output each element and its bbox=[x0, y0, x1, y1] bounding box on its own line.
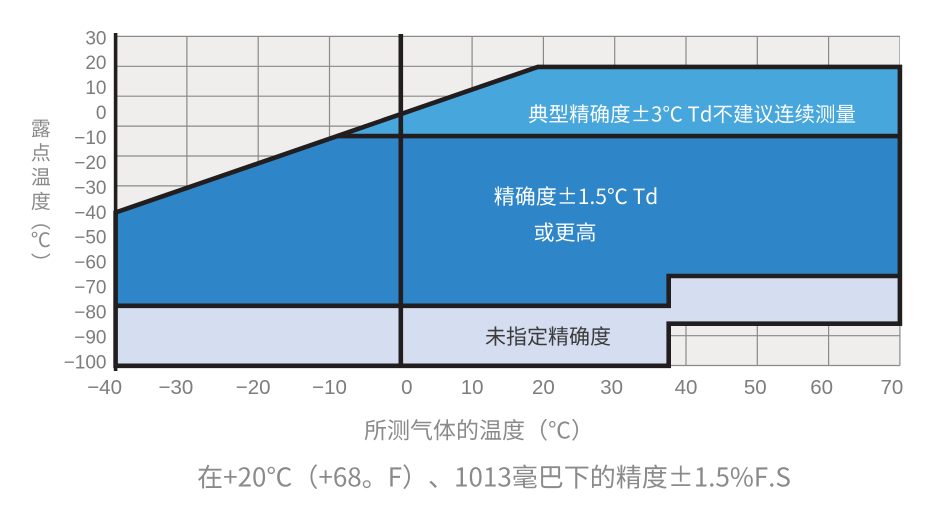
svg-text:−40: −40 bbox=[74, 203, 106, 224]
svg-text:20: 20 bbox=[85, 53, 106, 74]
svg-text:−10: −10 bbox=[74, 128, 106, 149]
svg-text:30: 30 bbox=[600, 376, 623, 399]
svg-text:10: 10 bbox=[85, 78, 106, 99]
svg-text:−100: −100 bbox=[64, 352, 107, 373]
svg-text:30: 30 bbox=[85, 28, 106, 49]
svg-text:−20: −20 bbox=[236, 376, 271, 399]
svg-text:0: 0 bbox=[96, 103, 107, 124]
svg-text:−90: −90 bbox=[74, 328, 106, 349]
svg-text:−70: −70 bbox=[74, 278, 106, 299]
svg-text:50: 50 bbox=[744, 376, 767, 399]
svg-text:20: 20 bbox=[532, 376, 555, 399]
svg-text:−60: −60 bbox=[74, 253, 106, 274]
svg-text:−40: −40 bbox=[87, 376, 122, 399]
svg-text:−80: −80 bbox=[74, 303, 106, 324]
svg-text:0: 0 bbox=[401, 376, 412, 399]
svg-text:−50: −50 bbox=[74, 228, 106, 249]
svg-text:−20: −20 bbox=[74, 153, 106, 174]
svg-text:60: 60 bbox=[810, 376, 833, 399]
svg-text:−10: −10 bbox=[312, 376, 347, 399]
svg-text:−30: −30 bbox=[159, 376, 194, 399]
svg-text:−30: −30 bbox=[74, 178, 106, 199]
svg-text:70: 70 bbox=[880, 376, 903, 399]
svg-text:40: 40 bbox=[675, 376, 698, 399]
svg-text:10: 10 bbox=[461, 376, 484, 399]
